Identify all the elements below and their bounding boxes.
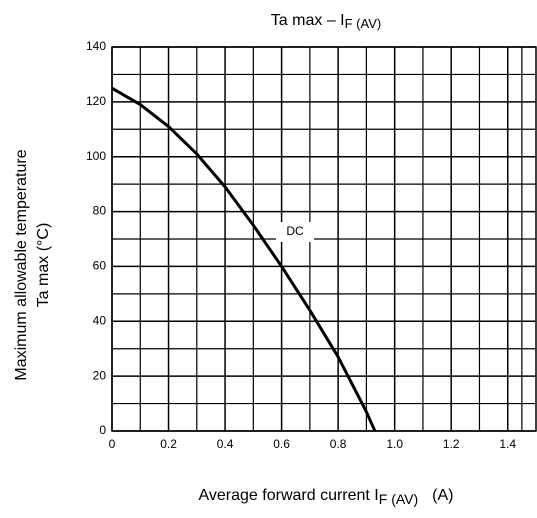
y-tick-label: 40	[93, 313, 107, 327]
y-tick-label: 80	[93, 204, 107, 218]
x-label-sub: F (AV)	[379, 491, 418, 507]
x-tick-label: 1.2	[443, 437, 460, 451]
x-tick-label: 0.2	[160, 437, 177, 451]
y-axis-label: Ta max (°C)	[35, 223, 52, 308]
y-tick-label: 60	[93, 259, 107, 273]
annotation: DC	[286, 224, 304, 238]
y-tick-label: 120	[86, 94, 106, 108]
y-axis-label: Maximum allowable temperature	[13, 149, 30, 380]
x-tick-label: 0	[109, 437, 116, 451]
x-axis-label: Average forward current IF (AV) (A)	[199, 487, 454, 506]
x-tick-label: 0.4	[217, 437, 234, 451]
annotation-box	[276, 222, 314, 242]
x-tick-label: 0.6	[273, 437, 290, 451]
y-tick-label: 140	[86, 39, 106, 53]
title-sub: F (AV)	[345, 16, 382, 31]
x-label-main: Average forward current I	[199, 487, 379, 504]
curve	[111, 86, 377, 432]
x-tick-label: 1.0	[386, 437, 403, 451]
x-tick-label: 0.8	[330, 437, 347, 451]
plot-frame	[111, 46, 537, 432]
chart-title: Ta max – IF (AV)	[271, 12, 381, 31]
x-label-unit: (A)	[432, 487, 453, 504]
title-main: Ta max – I	[271, 12, 345, 29]
x-tick-label: 1.4	[499, 437, 516, 451]
y-tick-label: 100	[86, 149, 106, 163]
y-tick-label: 0	[99, 423, 106, 437]
y-tick-label: 20	[93, 368, 107, 382]
